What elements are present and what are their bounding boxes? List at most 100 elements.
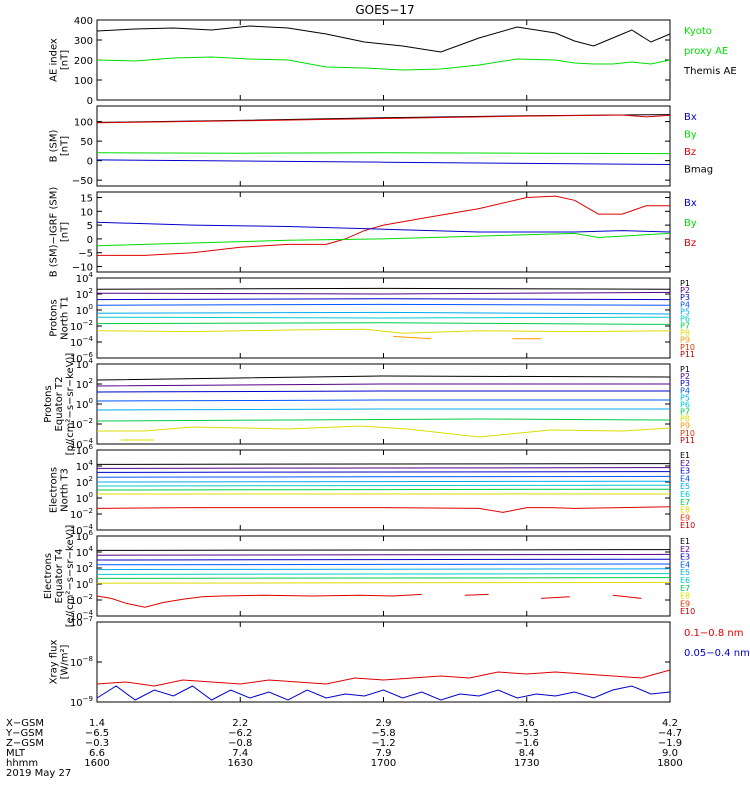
legend-entry: P10 [680, 343, 695, 352]
y-tick-label: 15 [80, 194, 93, 205]
series-line [96, 322, 671, 325]
y-tick-label: 300 [74, 36, 93, 47]
y-tick-exponent: −2 [83, 593, 93, 601]
y-tick-label: 200 [74, 56, 93, 67]
y-axis-label: [nT] [60, 222, 71, 242]
y-tick-label: 104 [76, 271, 94, 285]
x-axis-row-label: MLT [6, 748, 26, 759]
y-tick-label: 100 [76, 491, 93, 505]
legend-entry: Bz [684, 147, 696, 158]
y-axis-label: [W/m²] [60, 644, 71, 679]
x-axis-row-label: Y−GSM [5, 728, 43, 739]
y-tick-exponent: 4 [89, 545, 94, 553]
y-tick-exponent: −9 [83, 695, 93, 703]
y-tick-exponent: 2 [89, 475, 93, 483]
y-tick-exponent: 2 [89, 561, 93, 569]
x-axis-value: 7.9 [376, 748, 392, 759]
date-label: 2019 May 27 [6, 768, 71, 779]
series-line [96, 568, 671, 571]
x-axis-row-label: X−GSM [6, 718, 44, 729]
legend-entry: P8 [680, 415, 690, 424]
y-tick-label: 10−2 [70, 507, 93, 521]
x-axis-value: 1600 [84, 758, 109, 769]
y-tick-exponent: −8 [83, 655, 93, 663]
y-tick-label: 102 [76, 377, 93, 391]
y-axis-label: B (SM)−IGRF (SM) [49, 187, 60, 278]
legend-entry: Bmag [684, 165, 713, 176]
y-axis-label: Equator T2 [54, 377, 65, 432]
legend-entry: P11 [680, 350, 695, 359]
y-tick-label: 400 [74, 16, 93, 27]
legend-entry: E2 [680, 545, 690, 554]
series-line [96, 159, 671, 165]
legend-entry: E5 [680, 482, 690, 491]
series-line [96, 471, 671, 473]
series-line [96, 475, 671, 478]
legend-entry: E8 [680, 506, 690, 515]
legend-entry: 0.05−0.4 nm [684, 648, 750, 659]
y-axis-label: [nT] [60, 50, 71, 70]
series-line [96, 56, 671, 71]
legend-entry: P3 [680, 379, 690, 388]
legend-entry: E5 [680, 568, 690, 577]
x-axis-value: −6.2 [228, 728, 252, 739]
x-axis-value: −4.7 [658, 728, 682, 739]
legend-entry: E4 [680, 560, 690, 569]
series-line [96, 669, 671, 687]
series-line [464, 593, 489, 596]
series-line [96, 484, 671, 487]
y-axis-label: Electrons [49, 467, 60, 513]
series-line [96, 298, 671, 301]
x-axis-value: −0.3 [85, 738, 109, 749]
panel-bigrf: −10 −5 0 5 10 15 B (SM)−IGRF (SM) [nT] Bx By Bz [49, 187, 697, 278]
y-tick-label: −50 [72, 176, 93, 187]
series-line [96, 563, 671, 566]
x-axis-value: 2.2 [232, 718, 248, 729]
y-tick-label: 0 [87, 96, 93, 107]
legend-entry: E1 [680, 451, 690, 460]
series-line [96, 467, 671, 469]
y-axis-label: Protons [43, 385, 54, 422]
y-tick-label: 0 [87, 157, 93, 168]
legend-entry: E10 [680, 607, 695, 616]
series-line [96, 577, 671, 579]
series-line [96, 383, 670, 387]
legend-entry: E9 [680, 599, 690, 608]
x-axis-value: 1730 [514, 758, 539, 769]
series-line [96, 399, 670, 402]
x-axis-value: 6.6 [89, 748, 105, 759]
y-tick-exponent: 0 [89, 303, 93, 311]
legend-entry: P5 [680, 393, 690, 402]
legend-entry: proxy AE [684, 46, 728, 57]
y-tick-label: 102 [76, 287, 93, 301]
y-tick-label: 100 [74, 118, 93, 129]
x-axis-value: 2.9 [376, 718, 392, 729]
legend-entry: E8 [680, 592, 690, 601]
y-tick-label: 10 [80, 207, 93, 218]
x-axis-value: 4.2 [662, 718, 678, 729]
y-tick-label: −5 [78, 249, 93, 260]
series-line [96, 463, 671, 465]
legend-entry: Bx [684, 112, 697, 123]
legend-entry: E3 [680, 553, 690, 562]
legend-entry: P2 [680, 372, 690, 381]
y-axis-label: North T3 [60, 468, 71, 512]
y-tick-exponent: 4 [89, 271, 94, 279]
legend-entry: P2 [680, 286, 690, 295]
y-tick-exponent: −2 [83, 507, 93, 515]
y-tick-label: 100 [76, 303, 93, 317]
series-line [96, 418, 671, 422]
y-axis-label: Protons [49, 299, 60, 336]
x-axis-value: −1.2 [371, 738, 395, 749]
y-tick-label: −10 [72, 262, 93, 273]
series-line [96, 291, 671, 295]
series-line [96, 232, 671, 247]
series-line [96, 316, 671, 319]
x-axis-value: 1700 [371, 758, 396, 769]
legend-entry: P11 [680, 436, 695, 445]
y-tick-exponent: 6 [89, 529, 94, 537]
legend-entry: P5 [680, 307, 690, 316]
